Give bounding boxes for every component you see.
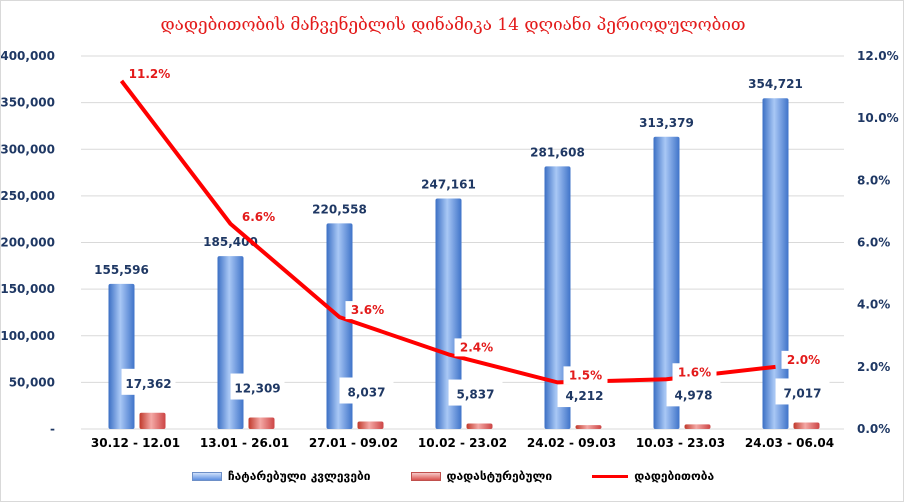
bar-label-tests: 354,721 — [748, 77, 803, 91]
right-tick-label: 10.0% — [857, 111, 899, 125]
bar-tests — [217, 256, 244, 429]
bar-label-bg — [775, 378, 830, 405]
left-tick-label: 50,000 — [9, 375, 55, 389]
bar-confirmed — [357, 421, 384, 429]
line-label-bg — [672, 363, 717, 382]
right-tick-label: 6.0% — [857, 236, 890, 250]
right-tick-label: 8.0% — [857, 173, 890, 187]
legend-swatch-red — [410, 471, 441, 481]
line-label-bg — [236, 207, 281, 226]
line-label-bg — [345, 301, 390, 320]
legend-label: დადასტურებული — [446, 469, 553, 483]
left-tick-label: 250,000 — [1, 189, 55, 203]
right-tick-label: 0.0% — [857, 422, 890, 436]
bar-confirmed — [248, 417, 275, 429]
line-label-bg — [127, 64, 172, 83]
legend-line — [592, 474, 629, 478]
category-label: 24.02 - 09.03 — [527, 436, 616, 450]
bar-label-confirmed: 12,309 — [234, 382, 280, 396]
line-label-bg — [454, 338, 499, 357]
left-tick-label: 150,000 — [1, 282, 55, 296]
bar-confirmed — [466, 423, 493, 429]
left-tick-label: 200,000 — [1, 236, 55, 250]
category-label: 27.01 - 09.02 — [309, 436, 398, 450]
legend-item-confirmed: დადასტურებული — [410, 469, 553, 483]
bar-label-tests: 220,558 — [312, 202, 367, 216]
line-label: 6.6% — [242, 210, 275, 224]
bar-tests — [435, 198, 462, 429]
bar-label-tests: 185,400 — [203, 235, 258, 249]
bar-label-confirmed: 7,017 — [784, 386, 822, 400]
line-label-bg — [563, 366, 608, 385]
left-tick-label: 100,000 — [1, 329, 55, 343]
line-positivity — [119, 79, 776, 385]
line-label-bg — [781, 350, 826, 369]
bar-label-bg — [448, 379, 503, 406]
line-label: 3.6% — [351, 303, 384, 317]
bar-label-confirmed: 17,362 — [125, 377, 171, 391]
bar-tests — [544, 166, 571, 429]
line-label: 11.2% — [129, 67, 171, 81]
bar-confirmed — [793, 422, 820, 429]
category-label: 24.03 - 06.04 — [745, 436, 834, 450]
bar-label-tests: 313,379 — [639, 116, 694, 130]
bar-label-confirmed: 4,978 — [675, 388, 713, 402]
right-tick-label: 4.0% — [857, 298, 890, 312]
left-tick-label: 400,000 — [1, 49, 55, 63]
bar-label-bg — [230, 373, 285, 400]
category-label: 10.02 - 23.02 — [418, 436, 507, 450]
bar-tests — [108, 283, 135, 429]
bar-tests — [653, 136, 680, 429]
bar-label-tests: 281,608 — [530, 145, 585, 159]
left-tick-label: - — [50, 422, 55, 436]
left-tick-label: 350,000 — [1, 96, 55, 110]
bar-label-tests: 155,596 — [94, 263, 149, 277]
bar-confirmed — [139, 412, 166, 429]
legend: ჩატარებული კვლევები დადასტურებული დადები… — [1, 469, 904, 483]
legend-label: დადებითობა — [634, 469, 715, 483]
legend-item-positivity: დადებითობა — [592, 469, 714, 483]
category-label: 13.01 - 26.01 — [200, 436, 289, 450]
line-label: 2.4% — [460, 340, 493, 354]
legend-swatch-blue — [191, 471, 222, 481]
line-label: 1.5% — [569, 368, 602, 382]
legend-label: ჩატარებული კვლევები — [227, 469, 371, 483]
bar-confirmed — [575, 425, 602, 429]
right-tick-label: 2.0% — [857, 360, 890, 374]
bar-tests — [762, 98, 789, 430]
category-label: 30.12 - 12.01 — [91, 436, 180, 450]
bar-label-confirmed: 4,212 — [566, 389, 604, 403]
line-label: 1.6% — [678, 365, 711, 379]
bar-label-confirmed: 8,037 — [348, 386, 386, 400]
category-label: 10.03 - 23.03 — [636, 436, 725, 450]
legend-item-tests: ჩატარებული კვლევები — [191, 469, 371, 483]
bar-label-bg — [557, 381, 612, 408]
bar-confirmed — [684, 424, 711, 429]
right-tick-label: 12.0% — [857, 49, 899, 63]
left-tick-label: 300,000 — [1, 142, 55, 156]
bar-label-bg — [666, 380, 721, 407]
bar-label-tests: 247,161 — [421, 178, 476, 192]
chart-title: დადებითობის მაჩვენებლის დინამიკა 14 დღია… — [160, 15, 746, 35]
bar-label-bg — [339, 377, 394, 404]
bar-label-confirmed: 5,837 — [457, 388, 495, 402]
line-label: 2.0% — [787, 353, 820, 367]
bar-label-bg — [121, 368, 176, 395]
